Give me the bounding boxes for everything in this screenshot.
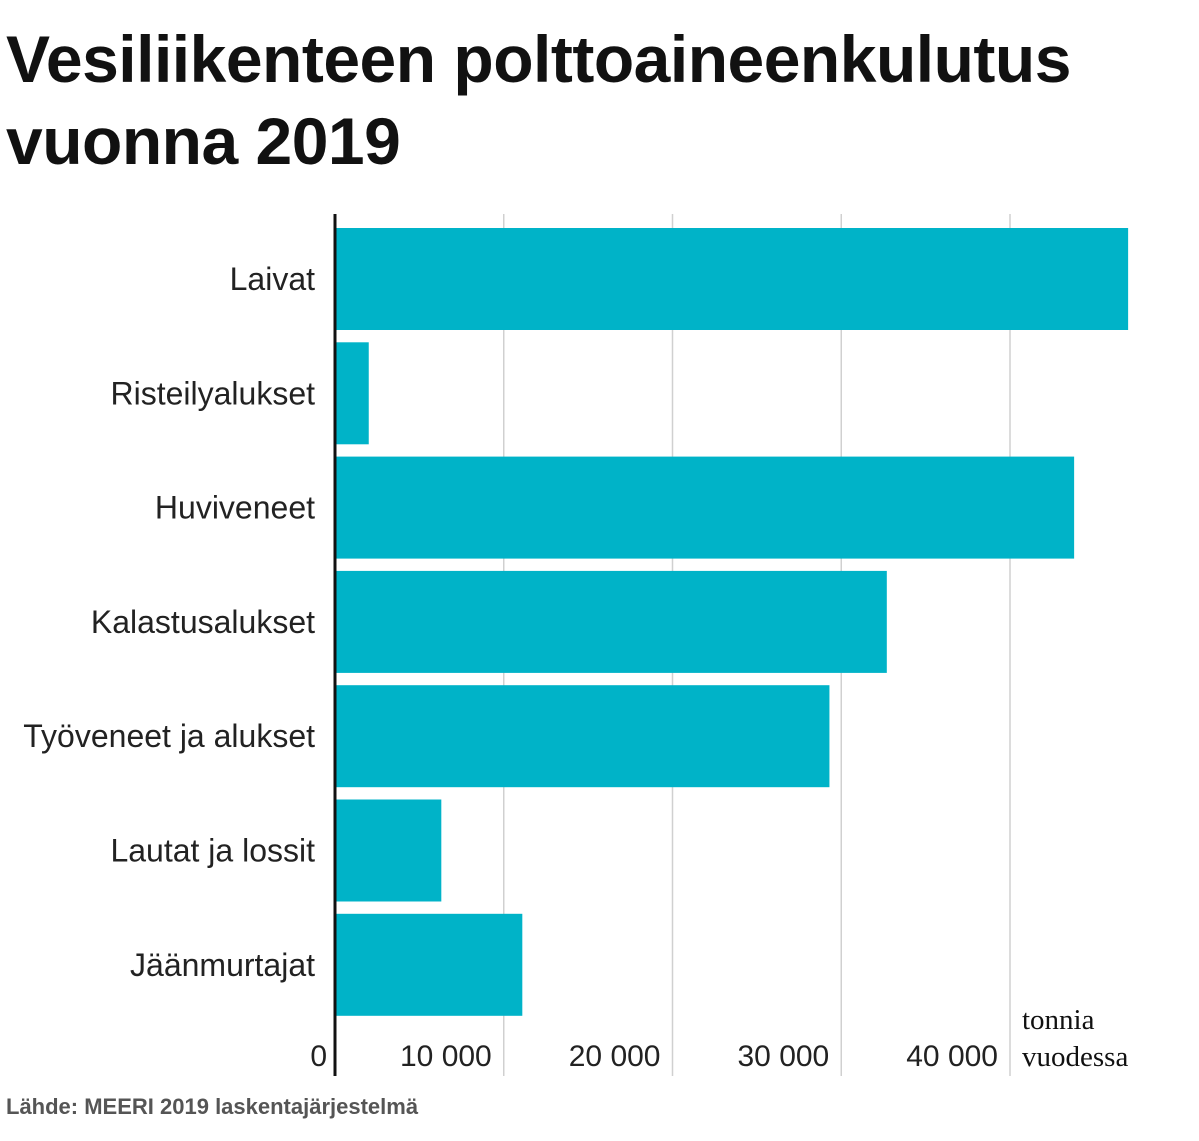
bar — [335, 570, 887, 673]
category-labels: Laivat Risteilyalukset Huviveneet Kalastusa… — [23, 261, 315, 983]
category-label: Työveneet ja alukset — [23, 718, 315, 754]
bars — [335, 228, 1129, 1016]
bar — [335, 913, 523, 1016]
category-label: Laivat — [230, 261, 316, 297]
category-label: Jäänmurtajat — [130, 947, 315, 983]
bar — [335, 799, 442, 902]
bar — [335, 228, 1129, 330]
category-label: Lautat ja lossit — [110, 833, 315, 869]
chart-title: Vesiliikenteen polttoaineenkulutus vuonn… — [6, 22, 1071, 178]
category-label: Risteilyalukset — [110, 375, 315, 411]
source-note: Lähde: MEERI 2019 laskentajärjestelmä — [6, 1094, 419, 1119]
x-tick-labels: 0 10 000 20 000 30 000 40 000 — [310, 1040, 998, 1073]
bar — [335, 342, 369, 445]
x-tick-label: 40 000 — [906, 1040, 998, 1073]
bar — [335, 685, 830, 788]
x-axis-unit-label-line-2: vuodessa — [1022, 1041, 1128, 1073]
x-axis-unit-label-line-1: tonnia — [1022, 1004, 1095, 1036]
x-tick-label: 20 000 — [569, 1040, 661, 1073]
x-tick-label: 0 — [310, 1040, 327, 1073]
category-label: Kalastusalukset — [91, 604, 315, 640]
x-tick-label: 10 000 — [400, 1040, 492, 1073]
category-label: Huviveneet — [155, 490, 315, 526]
x-tick-label: 30 000 — [737, 1040, 829, 1073]
bar — [335, 456, 1075, 559]
